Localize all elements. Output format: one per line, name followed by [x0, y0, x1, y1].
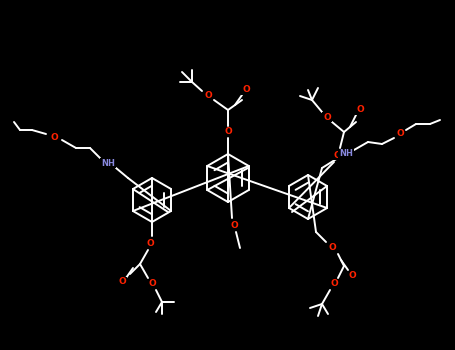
Text: O: O [356, 105, 364, 114]
Text: O: O [146, 238, 154, 247]
Text: O: O [204, 91, 212, 100]
Text: O: O [328, 244, 336, 252]
Text: O: O [242, 85, 250, 94]
Text: O: O [323, 112, 331, 121]
Text: O: O [118, 278, 126, 287]
Text: O: O [330, 280, 338, 288]
Text: O: O [148, 280, 156, 288]
Text: NH: NH [101, 159, 115, 168]
Text: O: O [348, 272, 356, 280]
Text: O: O [50, 133, 58, 141]
Text: O: O [224, 127, 232, 136]
Text: O: O [333, 150, 341, 160]
Text: NH: NH [339, 149, 353, 159]
Text: O: O [396, 130, 404, 139]
Text: O: O [230, 220, 238, 230]
